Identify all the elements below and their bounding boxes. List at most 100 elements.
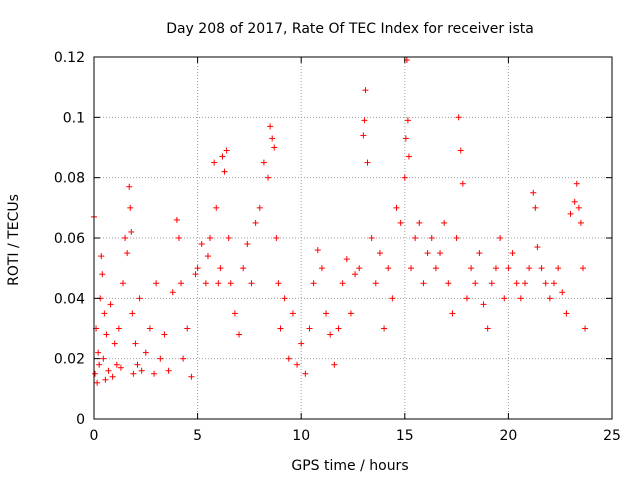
data-point <box>335 325 342 332</box>
data-point <box>526 265 533 272</box>
data-point <box>92 370 99 377</box>
data-point <box>424 250 431 257</box>
data-point <box>113 361 120 368</box>
data-point <box>128 228 135 235</box>
data-point <box>517 295 524 302</box>
data-point <box>130 370 137 377</box>
data-point <box>497 235 504 241</box>
data-point <box>455 114 462 121</box>
data-point <box>408 265 415 272</box>
data-point <box>492 265 499 272</box>
data-point <box>463 295 470 302</box>
data-point <box>432 265 439 272</box>
data-point <box>513 280 520 287</box>
data-point <box>115 325 122 332</box>
data-point <box>331 361 338 368</box>
x-tick-label: 10 <box>292 428 310 444</box>
data-point <box>563 310 570 317</box>
data-point <box>188 373 195 380</box>
data-point <box>323 310 330 317</box>
data-point <box>347 310 354 317</box>
data-point <box>240 265 247 272</box>
data-point <box>169 289 176 296</box>
data-point <box>546 295 553 302</box>
data-point <box>449 310 456 317</box>
x-tick-label: 0 <box>90 428 99 444</box>
data-point <box>453 235 460 241</box>
data-point <box>521 280 528 287</box>
data-point <box>151 370 158 377</box>
data-point <box>129 310 136 317</box>
data-point <box>256 204 263 211</box>
x-tick-label: 15 <box>396 428 414 444</box>
y-tick-label: 0.02 <box>54 352 85 368</box>
data-point <box>401 174 408 181</box>
data-point <box>105 367 112 374</box>
data-point <box>468 265 475 272</box>
data-point <box>132 340 139 347</box>
y-tick-label: 0.04 <box>54 291 85 307</box>
data-point <box>459 180 466 187</box>
data-point <box>575 204 582 211</box>
y-tick-label: 0.08 <box>54 171 85 187</box>
data-point <box>505 265 512 272</box>
data-point <box>124 250 131 257</box>
data-point <box>555 265 562 272</box>
data-point <box>211 159 218 166</box>
data-point <box>165 367 172 374</box>
data-point <box>127 204 134 211</box>
data-point <box>146 325 153 332</box>
data-point <box>100 355 107 362</box>
data-point <box>244 241 251 248</box>
data-point <box>101 310 108 317</box>
data-point <box>194 265 201 272</box>
data-point <box>582 325 589 332</box>
data-point <box>368 235 375 241</box>
y-axis-label: ROTI / TECUs <box>6 194 22 286</box>
data-point <box>180 355 187 362</box>
data-point <box>360 132 367 139</box>
data-point <box>538 265 545 272</box>
data-point <box>389 295 396 302</box>
y-tick-label: 0 <box>76 412 85 428</box>
data-point <box>204 253 211 260</box>
data-point <box>571 198 578 205</box>
data-point <box>393 204 400 211</box>
data-point <box>265 174 272 181</box>
data-point <box>542 280 549 287</box>
data-point <box>215 280 222 287</box>
data-point <box>161 331 168 338</box>
data-point <box>420 280 427 287</box>
x-axis-label: GPS time / hours <box>291 458 408 474</box>
data-point <box>534 244 541 251</box>
data-point <box>310 280 317 287</box>
data-point <box>318 265 325 272</box>
data-point <box>501 295 508 302</box>
data-point <box>530 189 537 196</box>
axis-ticks: 0 5 10 15 20 25 0 0.02 0.04 0.06 0.08 0.1 0.12 <box>54 50 621 444</box>
grid <box>94 57 612 419</box>
data-point <box>109 373 116 380</box>
data-point <box>126 183 133 190</box>
data-point <box>339 280 346 287</box>
data-points <box>91 57 589 386</box>
data-point <box>385 265 392 272</box>
data-point <box>343 256 350 263</box>
data-point <box>294 361 301 368</box>
data-point <box>412 235 419 241</box>
data-point <box>173 216 180 223</box>
data-point <box>302 370 309 377</box>
data-point <box>142 349 149 356</box>
data-point <box>441 219 448 226</box>
data-point <box>314 247 321 254</box>
data-point <box>275 280 282 287</box>
data-point <box>559 289 566 296</box>
data-point <box>298 340 305 347</box>
data-point <box>94 379 101 386</box>
data-point <box>362 87 369 94</box>
data-point <box>381 325 388 332</box>
data-point <box>352 271 359 278</box>
data-point <box>484 325 491 332</box>
